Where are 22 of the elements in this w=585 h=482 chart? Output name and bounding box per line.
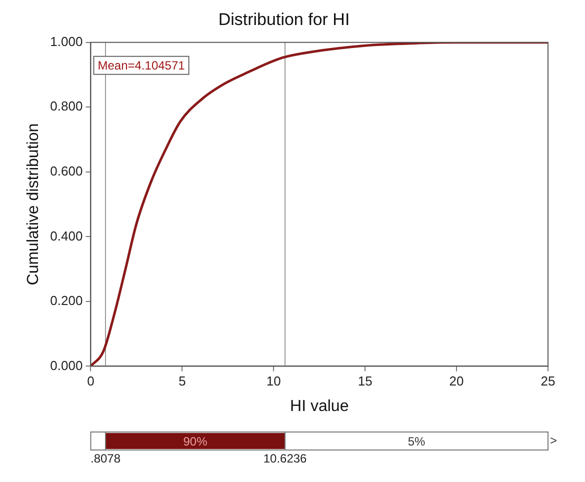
x-tick-label: 5 xyxy=(178,374,186,389)
chart-title: Distribution for HI xyxy=(218,10,350,29)
x-axis-title: HI value xyxy=(290,398,349,415)
y-tick-label: 0.400 xyxy=(50,228,83,244)
y-tick-label: 0.800 xyxy=(50,98,83,114)
y-tick-label: 0.000 xyxy=(50,358,83,373)
x-tick-label: 25 xyxy=(540,374,556,389)
y-axis-title: Cumulative distribution xyxy=(25,123,42,286)
text: > xyxy=(550,433,558,448)
x-tick-label: 10 xyxy=(266,374,281,389)
x-tick-label: 15 xyxy=(358,374,372,389)
y-tick-label: 0.600 xyxy=(50,164,83,178)
line-series xyxy=(90,42,548,366)
y-tick-label: 1.000 xyxy=(50,34,83,49)
y-tick-label: 0.200 xyxy=(50,293,83,308)
text: .8078 xyxy=(90,451,121,466)
text: 90% xyxy=(183,434,208,448)
x-tick-label: 20 xyxy=(449,374,464,389)
text: 10.6236 xyxy=(263,451,308,466)
x-tick-label: 0 xyxy=(87,374,94,389)
text: 5% xyxy=(408,434,426,448)
annotation: Mean=4.104571 xyxy=(98,58,186,73)
